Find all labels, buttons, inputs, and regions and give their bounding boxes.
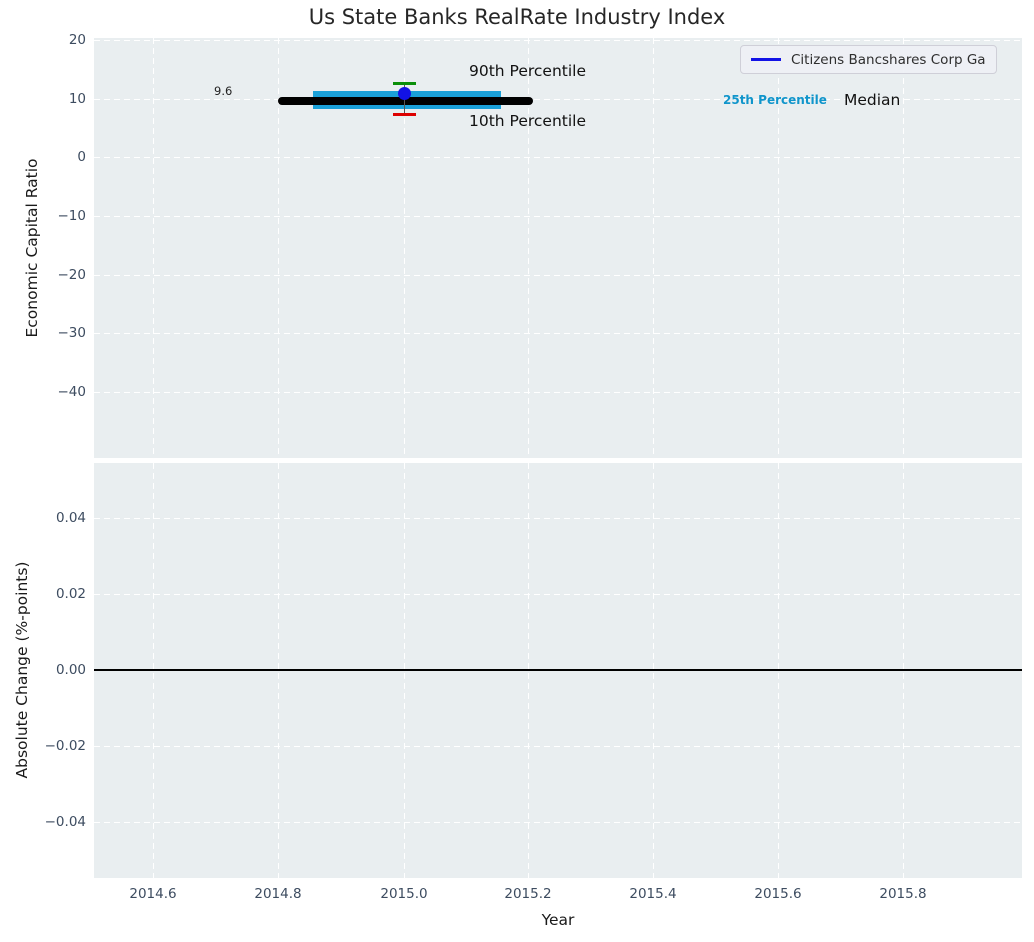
gridline [653,38,654,458]
ytick-label: −30 [57,325,87,341]
ytick-label: 0.02 [55,586,86,602]
median-value-annotation: 9.6 [214,84,233,98]
ytick-label: −0.04 [44,814,86,830]
gridline [278,38,279,458]
xtick-label: 2014.6 [129,886,177,902]
ytick-label: −20 [57,267,87,283]
gridline [94,333,1022,334]
gridline [94,275,1022,276]
xtick-label: 2015.8 [879,886,927,902]
xtick-label: 2015.4 [629,886,677,902]
ytick-label: −40 [57,384,87,400]
zero-reference-line [94,669,1022,671]
gridline [404,38,405,458]
xtick-label: 2015.0 [380,886,428,902]
legend-label: Citizens Bancshares Corp Ga [791,51,986,68]
gridline [94,822,1022,823]
xtick-label: 2014.8 [254,886,302,902]
top-axes: 90th Percentile 10th Percentile 9.6 25th… [94,38,1022,458]
legend: Citizens Bancshares Corp Ga [740,45,997,74]
ytick-label: 20 [68,32,86,48]
gridline [94,518,1022,519]
ytick-label: 0.04 [55,510,86,526]
p10-cap [393,112,416,116]
p25-annotation: 25th Percentile [723,93,827,107]
median-line [278,97,533,105]
bottom-y-axis-label: Absolute Change (%-points) [13,561,31,779]
top-y-axis-label: Economic Capital Ratio [23,158,41,338]
p90-annotation: 90th Percentile [469,62,587,80]
gridline [528,38,529,458]
legend-line-sample [751,58,781,61]
gridline [94,216,1022,217]
ytick-label: −0.02 [44,738,86,754]
x-axis-label: Year [541,911,575,929]
gridline [94,157,1022,158]
chart-title: Us State Banks RealRate Industry Index [308,5,726,29]
gridline [778,38,779,458]
ytick-label: −10 [57,208,87,224]
median-annotation: Median [844,91,901,109]
gridline [94,99,1022,100]
gridline [903,38,904,458]
ytick-label: 0.00 [55,662,86,678]
gridline [153,38,154,458]
company-data-point [397,86,411,100]
gridline [94,40,1022,41]
gridline [94,746,1022,747]
p90-cap [393,81,416,85]
gridline [94,594,1022,595]
xtick-label: 2015.6 [754,886,802,902]
gridline [94,392,1022,393]
bottom-axes [94,463,1022,878]
ytick-label: 10 [68,91,86,107]
ytick-label: 0 [77,149,86,165]
p10-annotation: 10th Percentile [469,112,587,130]
xtick-label: 2015.2 [504,886,552,902]
